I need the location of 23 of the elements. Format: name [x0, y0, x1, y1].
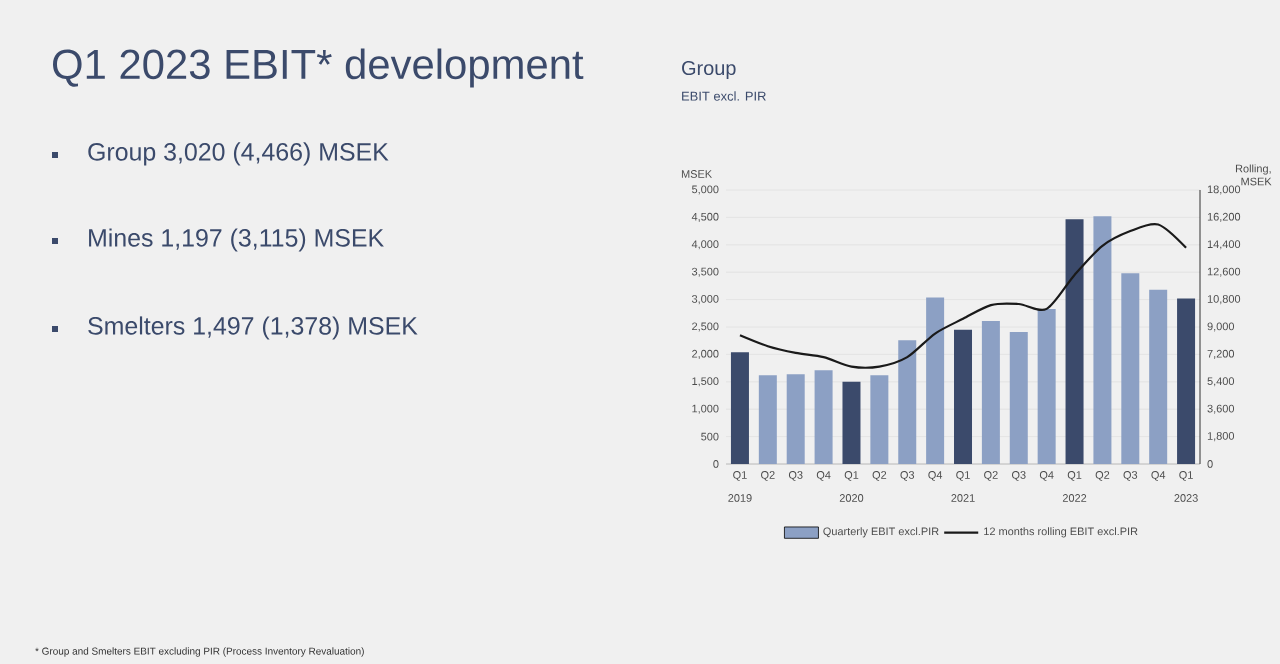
bar — [730, 352, 749, 464]
bar — [1093, 216, 1112, 464]
bar — [758, 375, 777, 464]
chart-subtitle: Group — [682, 60, 736, 80]
bar — [1009, 331, 1028, 464]
bar — [1177, 298, 1196, 464]
bar — [786, 374, 805, 464]
text: Group 3,020 (4,466) MSEK — [88, 142, 389, 166]
bar — [898, 340, 917, 464]
bar — [1149, 289, 1168, 464]
bar — [842, 381, 861, 464]
bar — [954, 329, 973, 464]
bar — [1065, 219, 1084, 464]
text: Q1 2023 EBIT* development — [53, 48, 584, 88]
bar — [926, 297, 945, 464]
text: Mines 1,197 (3,115) MSEK — [89, 228, 384, 252]
bar — [981, 320, 1000, 464]
bar — [814, 370, 833, 464]
bar — [1121, 273, 1140, 464]
bar — [870, 375, 889, 464]
text: Smelters 1,497 (1,378) MSEK — [88, 316, 418, 340]
bar — [1037, 308, 1056, 464]
line-series — [738, 223, 1188, 369]
